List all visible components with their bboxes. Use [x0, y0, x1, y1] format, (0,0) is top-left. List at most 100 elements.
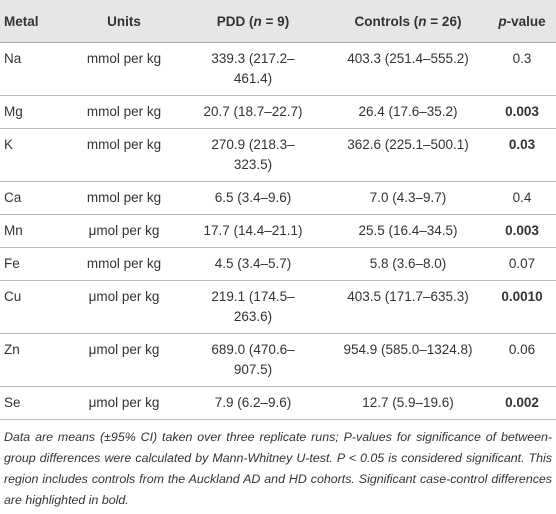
table-cell: Mn: [0, 214, 70, 248]
table-cell: mmol per kg: [70, 42, 178, 96]
table-cell: 6.5 (3.4–9.6): [178, 181, 328, 215]
units-text: mmol per kg: [86, 256, 162, 271]
table-row: Se μmol per kg 7.9 (6.2–9.6) 12.7 (5.9–19.6…: [0, 386, 556, 420]
table-cell: mmol per kg: [70, 181, 178, 215]
table-cell: 339.3 (217.2–461.4): [178, 42, 328, 96]
table-row: Na mmol per kg 339.3 (217.2–461.4) 403.3 (2…: [0, 42, 556, 96]
table-cell: 7.9 (6.2–9.6): [178, 386, 328, 420]
header-text: = 26): [426, 13, 462, 29]
table-cell: K: [0, 128, 70, 182]
table-cell: 20.7 (18.7–22.7): [178, 95, 328, 129]
pdd-text: 270.9 (218.3–323.5): [211, 137, 295, 172]
metal-text: Mn: [4, 223, 23, 238]
table-cell: 403.3 (251.4–555.2): [328, 42, 488, 96]
table-cell: Zn: [0, 333, 70, 387]
units-text: μmol per kg: [88, 395, 160, 410]
pdd-text: 20.7 (18.7–22.7): [203, 104, 303, 119]
table-row: Mg mmol per kg 20.7 (18.7–22.7) 26.4 (17.6–…: [0, 95, 556, 129]
table-cell: Ca: [0, 181, 70, 215]
table-cell: Na: [0, 42, 70, 96]
metal-text: Ca: [4, 190, 22, 205]
header-text: n: [418, 13, 427, 29]
pdd-text: 339.3 (217.2–461.4): [211, 51, 295, 86]
pdd-text: 4.5 (3.4–5.7): [214, 256, 292, 271]
table-row: Ca mmol per kg 6.5 (3.4–9.6) 7.0 (4.3–9.7) 0…: [0, 181, 556, 215]
table-cell: 0.06: [488, 333, 556, 387]
table-cell: 362.6 (225.1–500.1): [328, 128, 488, 182]
table-cell: μmol per kg: [70, 386, 178, 420]
header-text: Units: [107, 13, 141, 29]
table-cell: μmol per kg: [70, 333, 178, 387]
table-cell: 0.0010: [488, 280, 556, 334]
controls-text: 12.7 (5.9–19.6): [362, 395, 454, 410]
p-text: 0.0010: [501, 289, 543, 304]
table-cell: 0.03: [488, 128, 556, 182]
units-text: μmol per kg: [88, 289, 160, 304]
p-text: 0.002: [505, 395, 539, 410]
pdd-text: 6.5 (3.4–9.6): [214, 190, 292, 205]
metal-text: Mg: [4, 104, 23, 119]
controls-text: 7.0 (4.3–9.7): [369, 190, 447, 205]
table-cell: μmol per kg: [70, 214, 178, 248]
controls-text: 5.8 (3.6–8.0): [369, 256, 447, 271]
p-text: 0.3: [512, 51, 532, 66]
table-cell: mmol per kg: [70, 95, 178, 129]
table-cell: 0.3: [488, 42, 556, 96]
header-text: Metal: [4, 13, 39, 29]
p-text: 0.003: [505, 104, 539, 119]
pdd-text: 17.7 (14.4–21.1): [203, 223, 303, 238]
table-cell: mmol per kg: [70, 128, 178, 182]
table-cell: mmol per kg: [70, 247, 178, 281]
table-cell: 17.7 (14.4–21.1): [178, 214, 328, 248]
table-cell: 0.002: [488, 386, 556, 420]
p-text: 0.06: [508, 342, 536, 357]
table-cell: 403.5 (171.7–635.3): [328, 280, 488, 334]
header-text: = 9): [261, 13, 290, 29]
table-cell: Cu: [0, 280, 70, 334]
header-cell: Controls (n = 26): [328, 0, 488, 43]
header-text: PDD (: [216, 13, 254, 29]
controls-text: 25.5 (16.4–34.5): [358, 223, 458, 238]
header-text: p: [498, 13, 507, 29]
table-cell: 0.07: [488, 247, 556, 281]
table-cell: 4.5 (3.4–5.7): [178, 247, 328, 281]
table-cell: 0.4: [488, 181, 556, 215]
metal-text: Cu: [4, 289, 22, 304]
units-text: mmol per kg: [86, 137, 162, 152]
units-text: mmol per kg: [86, 104, 162, 119]
table-row: Mn μmol per kg 17.7 (14.4–21.1) 25.5 (16.4–…: [0, 214, 556, 248]
header-row: Metal Units PDD (n = 9) Controls (n = 26) p-…: [0, 0, 556, 43]
metal-text: Zn: [4, 342, 20, 357]
header-text: n: [253, 13, 262, 29]
controls-text: 954.9 (585.0–1324.8): [343, 342, 473, 357]
table-row: Cu μmol per kg 219.1 (174.5–263.6) 403.5 (1…: [0, 280, 556, 334]
pdd-text: 7.9 (6.2–9.6): [214, 395, 292, 410]
data-table: Metal Units PDD (n = 9) Controls (n = 26) p-…: [0, 0, 556, 420]
header-cell: Metal: [0, 0, 70, 43]
table-cell: 7.0 (4.3–9.7): [328, 181, 488, 215]
controls-text: 26.4 (17.6–35.2): [358, 104, 458, 119]
metal-text: K: [4, 137, 14, 152]
header-text: -value: [506, 13, 546, 29]
units-text: mmol per kg: [86, 190, 162, 205]
table-cell: 270.9 (218.3–323.5): [178, 128, 328, 182]
metal-text: Na: [4, 51, 22, 66]
header-cell: Units: [70, 0, 178, 43]
metal-text: Fe: [4, 256, 20, 271]
controls-text: 362.6 (225.1–500.1): [347, 137, 469, 152]
metal-text: Se: [4, 395, 21, 410]
table-cell: 12.7 (5.9–19.6): [328, 386, 488, 420]
p-text: 0.4: [512, 190, 532, 205]
table-cell: 5.8 (3.6–8.0): [328, 247, 488, 281]
table-row: Fe mmol per kg 4.5 (3.4–5.7) 5.8 (3.6–8.0) 0…: [0, 247, 556, 281]
table-cell: 0.003: [488, 214, 556, 248]
header-cell: p-value: [488, 0, 556, 43]
p-text: 0.07: [508, 256, 536, 271]
table-cell: 219.1 (174.5–263.6): [178, 280, 328, 334]
table-cell: Se: [0, 386, 70, 420]
table-cell: 25.5 (16.4–34.5): [328, 214, 488, 248]
header-cell: PDD (n = 9): [178, 0, 328, 43]
table-cell: 689.0 (470.6–907.5): [178, 333, 328, 387]
